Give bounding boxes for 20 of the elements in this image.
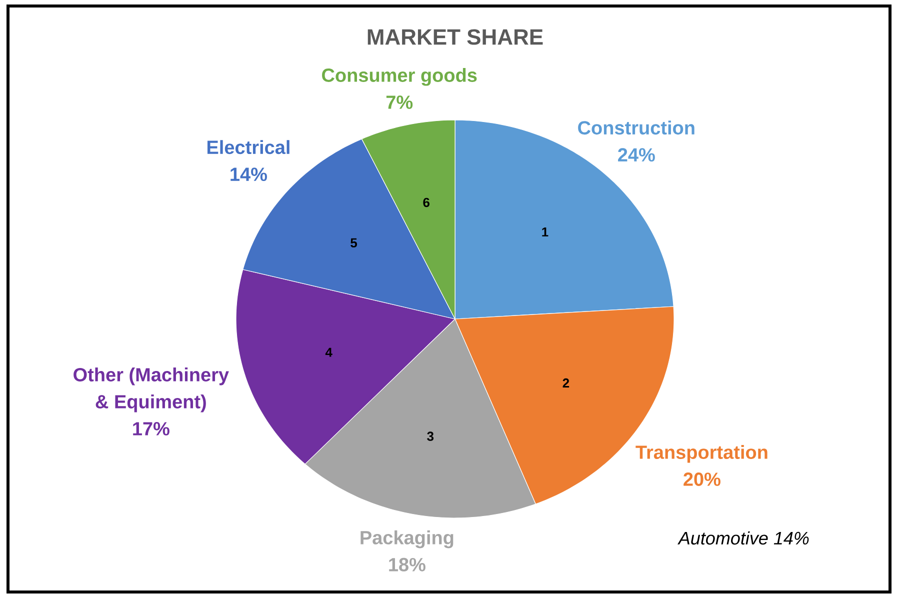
slice-label: Transportation xyxy=(636,445,768,463)
text: 1 xyxy=(542,227,548,236)
data-label: 18% xyxy=(389,558,426,572)
text: 6 xyxy=(423,198,430,208)
chart-title: MARKET SHARE xyxy=(368,29,543,45)
slice-label: Consumer goods xyxy=(322,68,477,86)
slice-label: Electrical xyxy=(207,140,290,154)
text: 3 xyxy=(427,432,434,441)
slice-label: Other (Machinery & Equiment) xyxy=(74,368,229,412)
data-label: 20% xyxy=(684,472,720,486)
text: 2 xyxy=(562,378,570,388)
data-label: 24% xyxy=(618,148,655,162)
data-label: 7% xyxy=(386,96,413,109)
data-label: 17% xyxy=(133,422,170,436)
slice-label: Packaging xyxy=(360,530,454,548)
text: Automotive 14% xyxy=(678,531,809,545)
text: 4 xyxy=(325,348,332,357)
slice-label: Construction xyxy=(578,120,694,135)
data-label: 14% xyxy=(230,168,267,182)
text: 5 xyxy=(350,238,358,248)
